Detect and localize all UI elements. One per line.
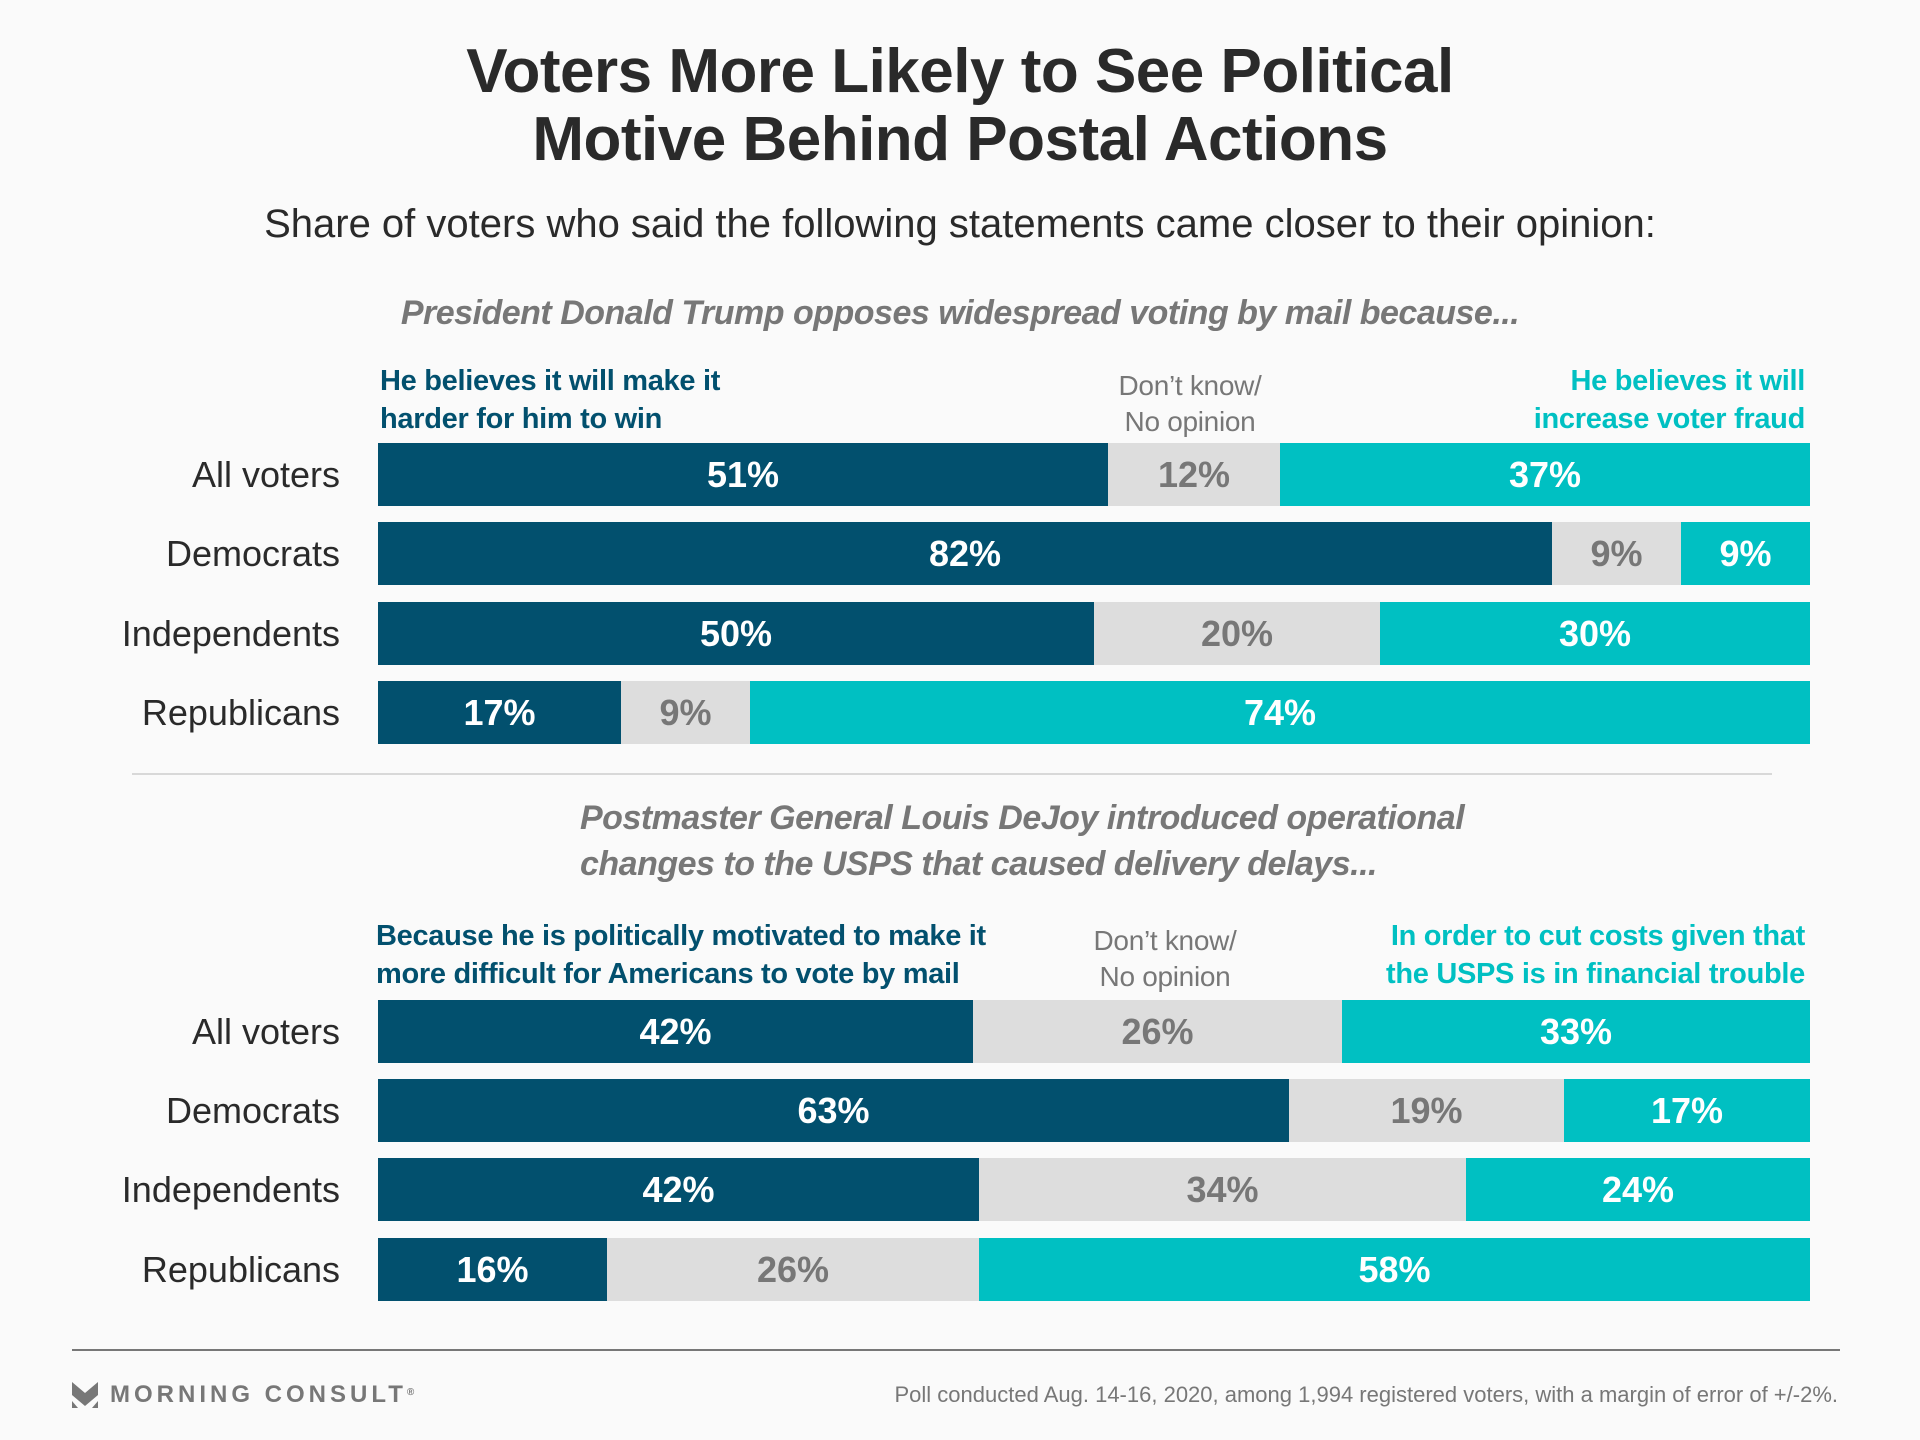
question-2-title-line-2: changes to the USPS that caused delivery… — [580, 845, 1377, 883]
bar-segment-political: 63% — [378, 1079, 1289, 1142]
bar-segment-other: 30% — [1380, 602, 1810, 665]
question-1-title: President Donald Trump opposes widesprea… — [400, 294, 1520, 332]
data-label: 24% — [1601, 1168, 1675, 1210]
chart-subtitle: Share of voters who said the following s… — [264, 202, 1656, 246]
bar-segment-dont-know: 19% — [1289, 1079, 1564, 1142]
bar-segment-dont-know: 26% — [607, 1238, 979, 1301]
legend-2-cut-costs: In order to cut costs given that the USP… — [1205, 917, 1805, 993]
bar-segment-other: 58% — [979, 1238, 1810, 1301]
data-label: 34% — [1186, 1168, 1259, 1210]
data-label: 26% — [756, 1248, 830, 1290]
brand-name: MORNING CONSULT® — [110, 1378, 414, 1412]
data-label: 9% — [659, 691, 712, 733]
bar-segment-political: 16% — [378, 1238, 607, 1301]
row-label-all-voters: All voters — [191, 1011, 340, 1052]
bar-segment-other: 33% — [1342, 1000, 1810, 1063]
bar-all-voters: 51% 12% 37% — [378, 443, 1810, 506]
data-label: 17% — [463, 691, 536, 733]
data-label: 33% — [1539, 1010, 1613, 1052]
legend-1-voter-fraud-line-2: increase voter fraud — [1533, 403, 1806, 435]
bar-segment-dont-know: 20% — [1094, 602, 1380, 665]
row-label-democrats: Democrats — [165, 1090, 340, 1131]
data-label: 63% — [797, 1089, 870, 1131]
bar-segment-other: 17% — [1564, 1079, 1810, 1142]
data-label: 17% — [1650, 1089, 1724, 1131]
bar-segment-dont-know: 9% — [1552, 522, 1681, 585]
section-divider — [132, 773, 1772, 775]
chart-title-line-1: Voters More Likely to See Political — [466, 37, 1454, 106]
question-2-title: Postmaster General Louis DeJoy introduce… — [580, 795, 1580, 887]
bar-segment-other: 9% — [1681, 522, 1810, 585]
data-label: 82% — [928, 532, 1002, 574]
bar-segment-political: 17% — [378, 681, 621, 744]
row-label-democrats: Democrats — [165, 533, 340, 574]
bar-segment-dont-know: 12% — [1108, 443, 1280, 506]
legend-1-voter-fraud: He believes it will increase voter fraud — [1205, 362, 1806, 438]
footer-divider — [72, 1349, 1840, 1351]
data-label: 9% — [1590, 532, 1643, 574]
row-label-all-voters: All voters — [191, 454, 340, 495]
bar-republicans: 16% 26% 58% — [378, 1238, 1810, 1301]
data-label: 58% — [1358, 1248, 1431, 1290]
registered-mark: ® — [406, 1387, 415, 1398]
chart-title: Voters More Likely to See Political Moti… — [0, 38, 1920, 174]
bar-segment-other: 37% — [1280, 443, 1810, 506]
data-label: 12% — [1157, 453, 1231, 495]
bar-segment-dont-know: 26% — [973, 1000, 1342, 1063]
bar-segment-other: 74% — [750, 681, 1810, 744]
brand-name-text: MORNING CONSULT — [110, 1381, 407, 1408]
data-label: 50% — [699, 612, 773, 654]
footnote: Poll conducted Aug. 14-16, 2020, among 1… — [894, 1382, 1839, 1407]
legend-1-dont-know-line-1: Don’t know/ — [1118, 370, 1262, 401]
bar-segment-dont-know: 9% — [621, 681, 750, 744]
data-label: 30% — [1558, 612, 1632, 654]
legend-1-political: He believes it will make it harder for h… — [380, 362, 980, 438]
bar-independents: 42% 34% 24% — [378, 1158, 1810, 1221]
data-label: 74% — [1243, 691, 1317, 733]
data-label: 19% — [1390, 1089, 1463, 1131]
row-label-republicans: Republicans — [141, 1249, 340, 1290]
data-label: 20% — [1200, 612, 1274, 654]
bar-segment-other: 24% — [1466, 1158, 1810, 1221]
bar-democrats: 82% 9% 9% — [378, 522, 1810, 585]
row-label-independents: Independents — [121, 1169, 340, 1210]
bar-all-voters: 42% 26% 33% — [378, 1000, 1810, 1063]
question-2-title-line-1: Postmaster General Louis DeJoy introduce… — [580, 799, 1465, 837]
legend-2-political: Because he is politically motivated to m… — [376, 917, 1096, 993]
data-label: 9% — [1719, 532, 1772, 574]
row-label-republicans: Republicans — [141, 692, 340, 733]
bar-segment-political: 51% — [378, 443, 1108, 506]
bar-republicans: 17% 9% 74% — [378, 681, 1810, 744]
data-label: 26% — [1121, 1010, 1194, 1052]
legend-1-dont-know-line-2: No opinion — [1124, 406, 1256, 437]
data-label: 37% — [1508, 453, 1582, 495]
chart-title-line-2: Motive Behind Postal Actions — [532, 105, 1388, 174]
morning-consult-logo-icon — [72, 1382, 98, 1408]
legend-2-political-line-2: more difficult for Americans to vote by … — [376, 958, 960, 990]
data-label: 16% — [456, 1248, 529, 1290]
legend-2-political-line-1: Because he is politically motivated to m… — [376, 920, 986, 952]
legend-2-dont-know-line-1: Don’t know/ — [1093, 925, 1237, 956]
bar-segment-political: 50% — [378, 602, 1094, 665]
bar-democrats: 63% 19% 17% — [378, 1079, 1810, 1142]
legend-1-dont-know: Don’t know/ No opinion — [1040, 368, 1340, 440]
legend-2-dont-know: Don’t know/ No opinion — [1015, 923, 1315, 995]
legend-2-dont-know-line-2: No opinion — [1099, 961, 1231, 992]
bar-segment-political: 82% — [378, 522, 1552, 585]
data-label: 51% — [706, 453, 780, 495]
legend-2-cut-costs-line-2: the USPS is in financial trouble — [1385, 958, 1805, 990]
legend-1-voter-fraud-line-1: He believes it will — [1570, 365, 1806, 397]
data-label: 42% — [639, 1010, 712, 1052]
bar-segment-dont-know: 34% — [979, 1158, 1466, 1221]
legend-1-political-line-2: harder for him to win — [380, 403, 663, 435]
bar-segment-political: 42% — [378, 1000, 973, 1063]
bar-independents: 50% 20% 30% — [378, 602, 1810, 665]
legend-2-cut-costs-line-1: In order to cut costs given that — [1390, 920, 1805, 952]
row-label-independents: Independents — [121, 613, 340, 654]
legend-1-political-line-1: He believes it will make it — [380, 365, 721, 397]
data-label: 42% — [642, 1168, 715, 1210]
bar-segment-political: 42% — [378, 1158, 979, 1221]
